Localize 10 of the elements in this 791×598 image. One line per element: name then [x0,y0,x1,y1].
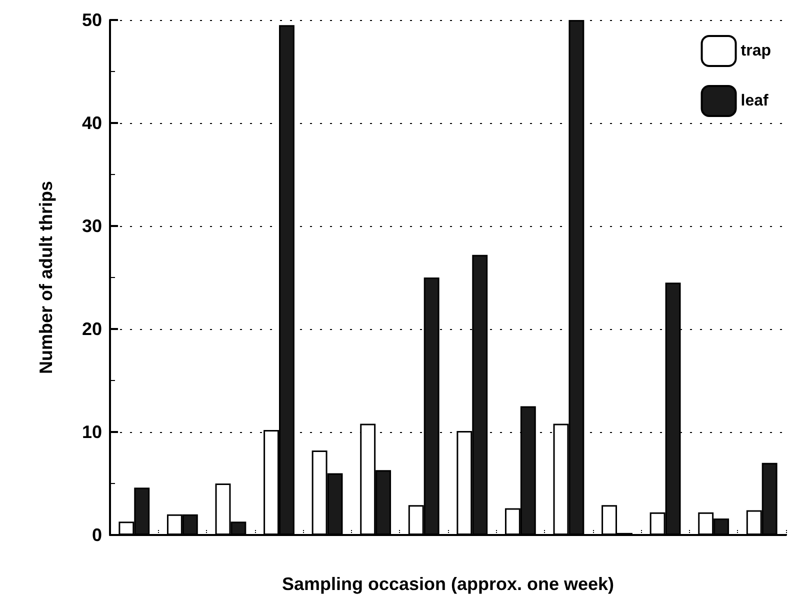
legend-label: trap [740,42,772,60]
y-tick-label: 10 [82,422,102,442]
y-tick-label: 30 [82,216,102,236]
y-axis-title: Number of adult thrips [36,181,56,374]
x-axis-title: Sampling occasion (approx. one week) [282,574,614,594]
legend-label: leaf [740,92,770,110]
y-tick-label: 50 [82,10,102,30]
y-tick-label: 20 [82,319,102,339]
y-tick-label: 40 [82,113,102,133]
y-tick-label: 0 [92,525,102,545]
